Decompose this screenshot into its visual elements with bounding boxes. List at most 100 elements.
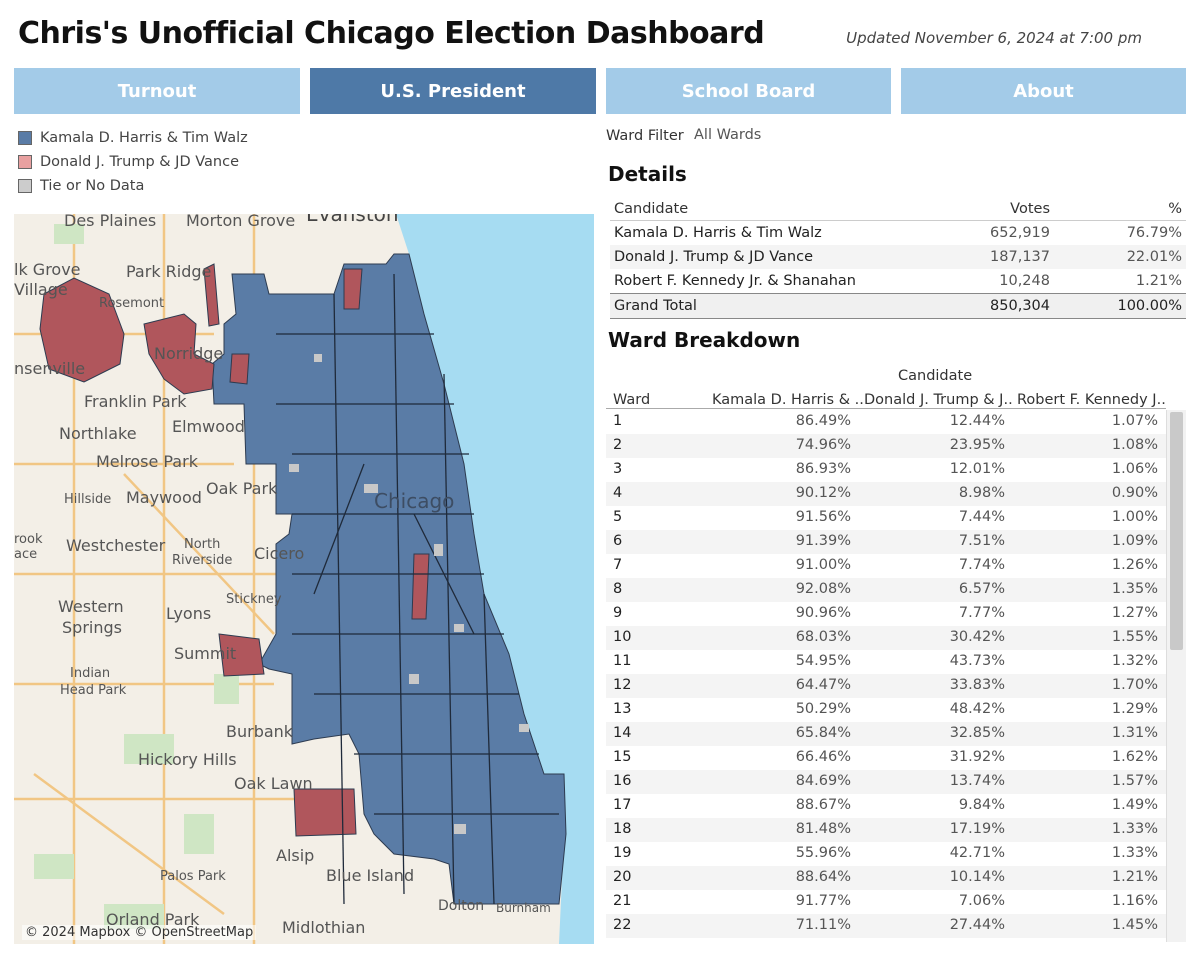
ward-number: 2	[613, 437, 623, 453]
ward-row[interactable]: 14 65.84% 32.85% 1.31%	[606, 722, 1166, 746]
ward-number: 20	[613, 869, 632, 885]
map-label-head-park: Head Park	[60, 683, 127, 698]
map-canvas[interactable]	[14, 214, 594, 944]
ward-row[interactable]: 19 55.96% 42.71% 1.33%	[606, 842, 1166, 866]
ward-col-kennedy[interactable]: Robert F. Kennedy J..	[1017, 392, 1166, 408]
details-row[interactable]: Robert F. Kennedy Jr. & Shanahan 10,248 …	[610, 269, 1186, 294]
scrollbar-thumb[interactable]	[1170, 412, 1183, 650]
map-label-burbank: Burbank	[226, 722, 294, 741]
map-label-bensenville: nsenville	[14, 359, 86, 378]
ward-row[interactable]: 15 66.46% 31.92% 1.62%	[606, 746, 1166, 770]
ward-boundaries	[276, 273, 559, 905]
ward-col-ward[interactable]: Ward	[613, 392, 651, 408]
legend-swatch-trump	[18, 155, 32, 169]
ward-number: 18	[613, 821, 632, 837]
map-label-park-ridge: Park Ridge	[126, 262, 212, 281]
ward-kennedy-pct: 1.49%	[1111, 797, 1158, 813]
ward-harris-pct: 84.69%	[795, 773, 851, 789]
ward-kennedy-pct: 1.08%	[1111, 437, 1158, 453]
ward-row[interactable]: 8 92.08% 6.57% 1.35%	[606, 578, 1166, 602]
legend-swatch-tie	[18, 179, 32, 193]
legend-item-trump[interactable]: Donald J. Trump & JD Vance	[18, 150, 248, 174]
tab-school-board[interactable]: School Board	[606, 68, 891, 114]
ward-row[interactable]: 5 91.56% 7.44% 1.00%	[606, 506, 1166, 530]
ward-filter-select[interactable]: All Wards	[694, 127, 762, 143]
ward-harris-pct: 91.56%	[795, 509, 851, 525]
ward-harris-pct: 81.48%	[795, 821, 851, 837]
ward-trump-pct: 6.57%	[958, 581, 1005, 597]
map-label-rosemont: Rosemont	[99, 296, 165, 311]
details-total-row[interactable]: Grand Total 850,304 100.00%	[610, 293, 1186, 319]
ward-breakdown-scrollbar[interactable]	[1166, 410, 1186, 942]
details-col-pct[interactable]: %	[1068, 198, 1186, 221]
ward-number: 12	[613, 677, 632, 693]
ward-harris-pct: 91.39%	[795, 533, 851, 549]
legend-item-harris[interactable]: Kamala D. Harris & Tim Walz	[18, 126, 248, 150]
ward-kennedy-pct: 1.07%	[1111, 413, 1158, 429]
ward-row[interactable]: 6 91.39% 7.51% 1.09%	[606, 530, 1166, 554]
ward-harris-pct: 88.67%	[795, 797, 851, 813]
details-votes: 10,248	[999, 273, 1050, 289]
map-attribution[interactable]: © 2024 Mapbox © OpenStreetMap	[22, 925, 257, 940]
map-label-stickney: Stickney	[226, 592, 282, 607]
green-patches	[34, 224, 239, 929]
ward-kennedy-pct: 1.55%	[1111, 629, 1158, 645]
map-label-morton-grove: Morton Grove	[186, 214, 296, 230]
map-label-riverside: Riverside	[172, 553, 233, 568]
ward-number: 13	[613, 701, 632, 717]
ward-row[interactable]: 9 90.96% 7.77% 1.27%	[606, 602, 1166, 626]
ward-row[interactable]: 21 91.77% 7.06% 1.16%	[606, 890, 1166, 914]
details-row[interactable]: Kamala D. Harris & Tim Walz 652,919 76.7…	[610, 221, 1186, 246]
ward-col-trump[interactable]: Donald J. Trump & J..	[864, 392, 1013, 408]
details-table: Candidate Votes % Kamala D. Harris & Tim…	[610, 198, 1186, 319]
ward-row[interactable]: 4 90.12% 8.98% 0.90%	[606, 482, 1166, 506]
ward-number: 11	[613, 653, 632, 669]
ward-row[interactable]: 18 81.48% 17.19% 1.33%	[606, 818, 1166, 842]
tab-turnout[interactable]: Turnout	[14, 68, 300, 114]
details-row[interactable]: Donald J. Trump & JD Vance 187,137 22.01…	[610, 245, 1186, 269]
details-candidate: Robert F. Kennedy Jr. & Shanahan	[614, 273, 856, 289]
ward-row[interactable]: 16 84.69% 13.74% 1.57%	[606, 770, 1166, 794]
tab-us-president[interactable]: U.S. President	[310, 68, 596, 114]
ward-row[interactable]: 1 86.49% 12.44% 1.07%	[606, 410, 1166, 434]
page-title: Chris's Unofficial Chicago Election Dash…	[18, 16, 765, 51]
legend-item-tie[interactable]: Tie or No Data	[18, 174, 248, 198]
ward-harris-pct: 88.64%	[795, 869, 851, 885]
ward-row[interactable]: 20 88.64% 10.14% 1.21%	[606, 866, 1166, 890]
ward-harris-pct: 74.96%	[795, 437, 851, 453]
ward-row[interactable]: 10 68.03% 30.42% 1.55%	[606, 626, 1166, 650]
ward-breakdown-header: Candidate Ward Kamala D. Harris & .. Don…	[606, 364, 1186, 412]
ward-row[interactable]: 7 91.00% 7.74% 1.26%	[606, 554, 1166, 578]
ward-number: 1	[613, 413, 623, 429]
ward-row[interactable]: 17 88.67% 9.84% 1.49%	[606, 794, 1166, 818]
ward-kennedy-pct: 1.06%	[1111, 461, 1158, 477]
ward-trump-pct: 12.44%	[949, 413, 1005, 429]
ward-row[interactable]: 13 50.29% 48.42% 1.29%	[606, 698, 1166, 722]
ward-col-harris[interactable]: Kamala D. Harris & ..	[712, 392, 864, 408]
map-label-north: North	[184, 537, 221, 552]
ward-number: 8	[613, 581, 623, 597]
ward-harris-pct: 71.11%	[795, 917, 851, 933]
ward-number: 22	[613, 917, 632, 933]
ward-row[interactable]: 3 86.93% 12.01% 1.06%	[606, 458, 1166, 482]
ward-breakdown-title: Ward Breakdown	[608, 328, 801, 352]
ward-map[interactable]: Des Plaines Morton Grove Evanston lk Gro…	[14, 214, 594, 944]
ward-row[interactable]: 22 71.11% 27.44% 1.45%	[606, 914, 1166, 938]
ward-breakdown-candidate-header: Candidate	[898, 368, 973, 384]
ward-breakdown-table[interactable]: 1 86.49% 12.44% 1.07% 2 74.96% 23.95% 1.08% 3 86.…	[606, 410, 1166, 942]
details-col-votes[interactable]: Votes	[926, 198, 1068, 221]
ward-trump-pct: 33.83%	[949, 677, 1005, 693]
map-label-des-plaines: Des Plaines	[64, 214, 157, 230]
ward-filter-label: Ward Filter	[606, 128, 684, 144]
details-total-label: Grand Total	[610, 293, 926, 319]
map-label-western: Western	[58, 597, 124, 616]
map-label-oak-lawn: Oak Lawn	[234, 774, 313, 793]
details-col-candidate[interactable]: Candidate	[610, 198, 926, 221]
ward-trump-pct: 31.92%	[949, 749, 1005, 765]
ward-row[interactable]: 2 74.96% 23.95% 1.08%	[606, 434, 1166, 458]
ward-row[interactable]: 11 54.95% 43.73% 1.32%	[606, 650, 1166, 674]
ward-harris-pct: 86.49%	[795, 413, 851, 429]
tab-about[interactable]: About	[901, 68, 1186, 114]
ward-row[interactable]: 12 64.47% 33.83% 1.70%	[606, 674, 1166, 698]
ward-harris-pct: 65.84%	[795, 725, 851, 741]
